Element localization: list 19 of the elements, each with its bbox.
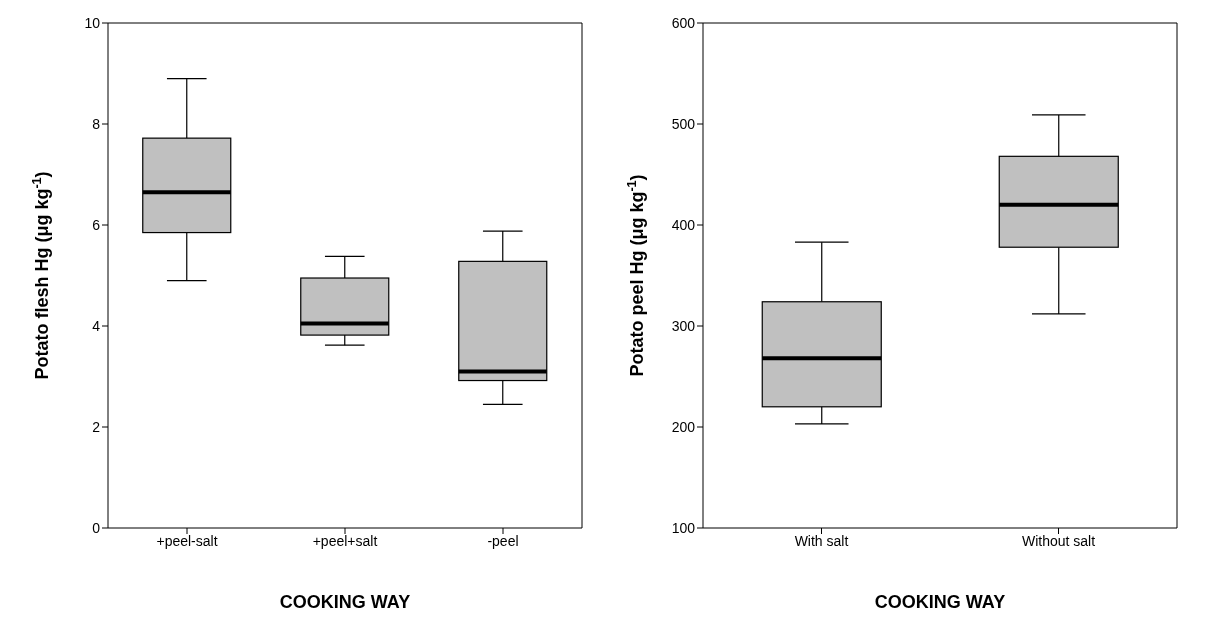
y-tick-label: 10	[84, 14, 101, 31]
y-tick-label: 8	[92, 115, 101, 132]
y-tick-label: 500	[671, 115, 696, 132]
y-tick-label: 2	[92, 418, 101, 435]
x-tick-label: +peel-salt	[156, 532, 218, 549]
y-tick-label: 6	[92, 216, 101, 233]
y-tick-label: 0	[92, 519, 101, 536]
x-tick-label: With salt	[794, 532, 849, 549]
x-axis-title: COOKING WAY	[279, 592, 411, 612]
y-tick-label: 200	[671, 418, 696, 435]
x-tick-label: -peel	[487, 532, 519, 549]
x-axis-title: COOKING WAY	[874, 592, 1006, 612]
y-tick-label: 100	[671, 519, 696, 536]
y-tick-label: 4	[92, 317, 101, 334]
x-tick-label: Without salt	[1021, 532, 1096, 549]
y-tick-label: 600	[671, 14, 696, 31]
x-tick-label: +peel+salt	[312, 532, 378, 549]
y-tick-label: 400	[671, 216, 696, 233]
y-tick-label: 300	[671, 317, 696, 334]
